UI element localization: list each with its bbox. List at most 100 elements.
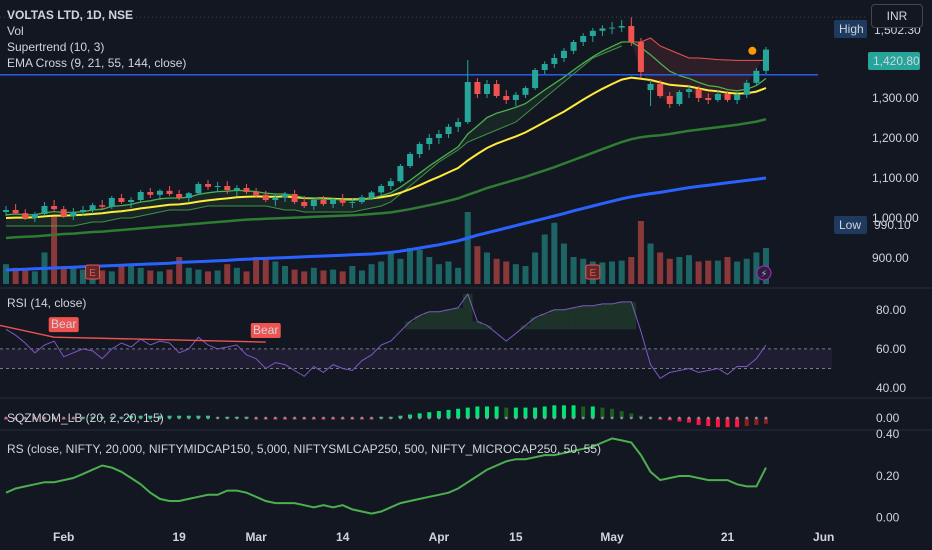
candle-body [185, 193, 192, 198]
legend-volume: Vol [7, 24, 24, 38]
sqz-dot [562, 416, 566, 420]
rsi-overbought-fill [530, 317, 540, 330]
sqz-bar [533, 407, 538, 418]
candle-body [695, 89, 702, 98]
candle-body [541, 64, 548, 70]
ema144-line [5, 176, 767, 272]
candle-body [108, 198, 115, 207]
candle-body [474, 82, 481, 94]
earnings-marker-letter: E [589, 268, 596, 279]
sqz-dot [350, 416, 354, 420]
sqz-bar [475, 406, 480, 418]
sqz-dot [399, 416, 402, 420]
candle-body [41, 206, 48, 214]
sqz-dot [389, 416, 393, 420]
volume-bar [349, 266, 356, 284]
sqz-dot [649, 416, 652, 420]
volume-bar [618, 260, 625, 284]
candle-body [320, 200, 327, 204]
sqz-dot [168, 416, 171, 420]
candle-body [753, 70, 760, 83]
legend-rsi: RSI (14, close) [7, 296, 87, 310]
sqz-dot [620, 416, 624, 420]
candle-body [70, 212, 77, 216]
volume-bar [224, 264, 231, 284]
volume-bar [666, 258, 673, 284]
sqz-dot [206, 416, 210, 420]
sqz-dot [601, 416, 604, 420]
sqz-dot [235, 416, 239, 420]
volume-bar [166, 269, 173, 284]
rsi-overbought-fill [588, 305, 598, 330]
volume-bar [407, 248, 414, 284]
rsi-overbought-fill [597, 303, 608, 330]
sqz-bar [542, 406, 547, 418]
volume-bar [705, 260, 712, 284]
sqz-bar [687, 418, 692, 423]
volume-bar [599, 262, 606, 284]
sqz-dot [379, 416, 383, 420]
sqz-dot [360, 416, 364, 420]
supertrend-down-fill [631, 38, 766, 104]
rsi-overbought-fill [520, 325, 531, 330]
rsi-overbought-fill [424, 311, 435, 330]
low-value-label: 990.10 [874, 218, 911, 232]
alert-dot [748, 46, 757, 55]
sqz-dot [475, 416, 479, 420]
volume-bar [118, 264, 125, 284]
candle-body [666, 96, 673, 104]
high-label-badge-bg [834, 20, 867, 38]
candle-body [455, 122, 462, 127]
candle-body [599, 28, 606, 31]
sqz-dot [610, 416, 614, 420]
x-tick-label: 15 [509, 530, 523, 544]
price-axis-label: 900.00 [872, 251, 909, 265]
sqz-dot [216, 416, 220, 420]
last-price-badge: 1,420.80 [873, 54, 920, 68]
candle-body [435, 134, 442, 138]
rsi-overbought-fill [607, 303, 617, 330]
volume-bar [301, 271, 308, 284]
volume-bar [695, 261, 702, 284]
candle-body [743, 82, 750, 95]
rsi-overbought-fill [462, 294, 473, 330]
sqz-bar [754, 418, 759, 425]
candle-body [628, 26, 635, 42]
price-axis-label: 1,300.00 [872, 91, 919, 105]
low-label-badge: Low [839, 218, 861, 232]
x-tick-label: May [600, 530, 624, 544]
volume-bar [137, 267, 144, 284]
sqz-bar [735, 418, 740, 428]
candle-body [31, 214, 38, 218]
volume-bar [387, 252, 394, 284]
volume-bar [358, 270, 365, 284]
candle-body [166, 190, 173, 194]
sqz-dot [245, 416, 248, 420]
volume-bar [51, 216, 58, 284]
volume-bar [743, 258, 750, 284]
volume-bar [541, 234, 548, 284]
currency-button[interactable]: INR [871, 4, 923, 28]
sqz-bar [504, 407, 509, 418]
volume-bar [214, 270, 221, 284]
candle-body [12, 210, 19, 214]
candle-body [532, 70, 539, 88]
volume-bar [686, 255, 693, 284]
candle-body [281, 194, 288, 198]
sqz-dot [552, 416, 556, 420]
rsi-overbought-fill [482, 325, 492, 330]
rsi-overbought-fill [559, 309, 569, 330]
volume-bar [551, 222, 558, 284]
candle-body [426, 138, 433, 144]
rs-line [5, 437, 767, 515]
volume-bar [320, 270, 327, 284]
candle-body [407, 154, 414, 166]
candle-body [647, 84, 654, 90]
earnings-marker: E [85, 264, 101, 280]
x-tick-label: Apr [429, 530, 450, 544]
volume-bar [657, 252, 664, 284]
sqz-dot [283, 416, 287, 420]
sqz-bar [446, 409, 451, 418]
candle-body [397, 166, 404, 182]
